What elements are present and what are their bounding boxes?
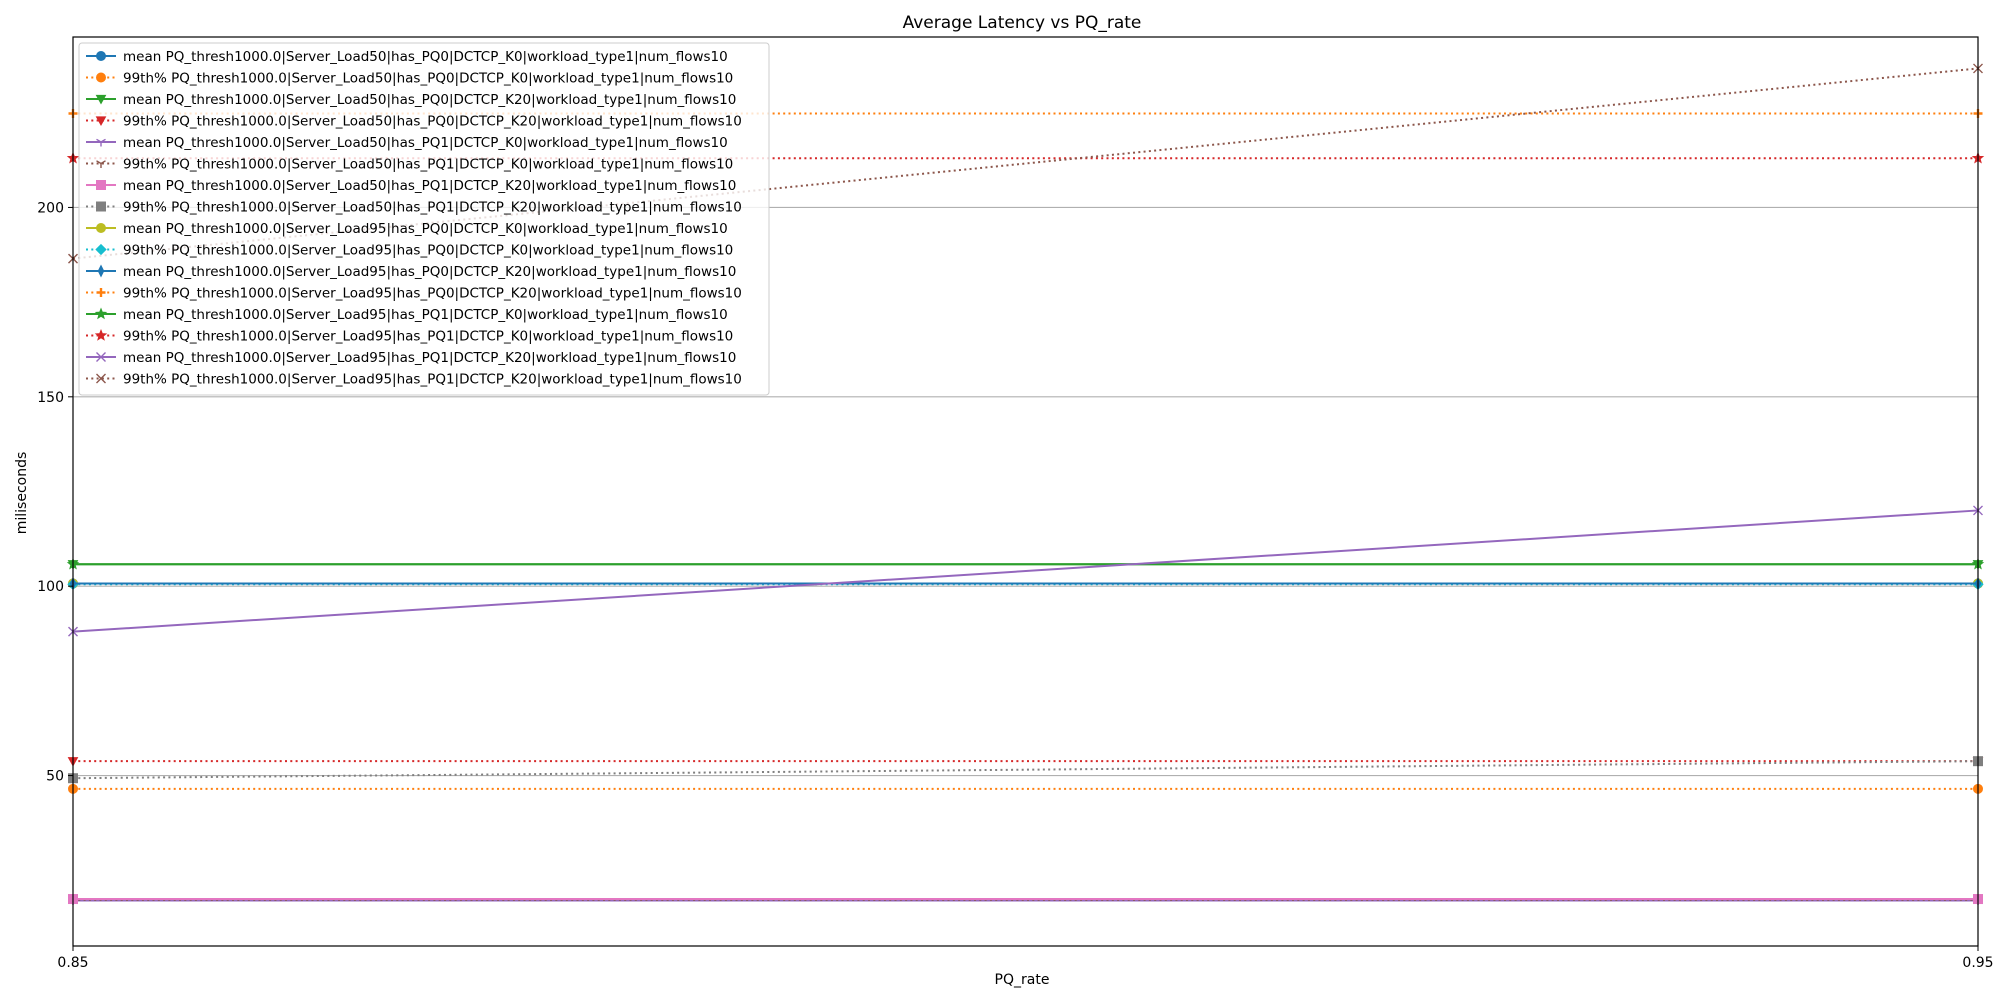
y-axis-label: miliseconds bbox=[14, 452, 30, 535]
chart-title: Average Latency vs PQ_rate bbox=[903, 13, 1142, 33]
legend-label: mean PQ_thresh1000.0|Server_Load50|has_P… bbox=[123, 178, 736, 194]
legend-swatch-marker bbox=[96, 352, 106, 362]
series-line bbox=[72, 509, 1979, 633]
legend: mean PQ_thresh1000.0|Server_Load50|has_P… bbox=[78, 42, 770, 396]
legend-label: mean PQ_thresh1000.0|Server_Load95|has_P… bbox=[123, 221, 728, 237]
legend-box bbox=[78, 42, 770, 396]
legend-entry: mean PQ_thresh1000.0|Server_Load95|has_P… bbox=[86, 350, 736, 366]
legend-entry: 99th% PQ_thresh1000.0|Server_Load95|has_… bbox=[86, 372, 742, 388]
legend-swatch-marker bbox=[96, 180, 106, 190]
x-tick-label: 0.95 bbox=[1962, 955, 1993, 971]
legend-label: 99th% PQ_thresh1000.0|Server_Load50|has_… bbox=[123, 200, 742, 216]
y-tick-label: 50 bbox=[46, 769, 64, 785]
legend-entry: 99th% PQ_thresh1000.0|Server_Load50|has_… bbox=[86, 114, 742, 130]
y-tick-label: 200 bbox=[37, 200, 64, 216]
legend-label: mean PQ_thresh1000.0|Server_Load95|has_P… bbox=[123, 264, 736, 280]
legend-entry: 99th% PQ_thresh1000.0|Server_Load50|has_… bbox=[86, 71, 733, 87]
legend-entry: mean PQ_thresh1000.0|Server_Load95|has_P… bbox=[86, 307, 728, 323]
legend-entry: 99th% PQ_thresh1000.0|Server_Load95|has_… bbox=[86, 329, 733, 345]
plot-area-frame bbox=[72, 36, 1979, 947]
legend-swatch-marker bbox=[96, 72, 106, 83]
legend-entry: 99th% PQ_thresh1000.0|Server_Load95|has_… bbox=[86, 286, 742, 302]
legend-swatch-marker bbox=[94, 307, 108, 320]
y-tick-label: 150 bbox=[37, 390, 64, 406]
x-tick-label: 0.85 bbox=[57, 955, 88, 971]
legend-swatch-marker bbox=[96, 201, 106, 212]
legend-swatch-marker bbox=[96, 223, 106, 233]
legend-entry: mean PQ_thresh1000.0|Server_Load95|has_P… bbox=[86, 221, 728, 237]
y-tick-label: 100 bbox=[37, 579, 64, 595]
x-axis-label: PQ_rate bbox=[995, 972, 1050, 988]
legend-entry: mean PQ_thresh1000.0|Server_Load50|has_P… bbox=[86, 49, 728, 65]
legend-swatch-marker bbox=[95, 94, 107, 105]
legend-label: 99th% PQ_thresh1000.0|Server_Load95|has_… bbox=[123, 286, 742, 302]
legend-label: mean PQ_thresh1000.0|Server_Load50|has_P… bbox=[123, 49, 728, 65]
legend-label: 99th% PQ_thresh1000.0|Server_Load50|has_… bbox=[123, 157, 733, 173]
legend-label: 99th% PQ_thresh1000.0|Server_Load95|has_… bbox=[123, 372, 742, 388]
legend-swatch-marker bbox=[97, 264, 105, 278]
legend-swatch-marker bbox=[96, 160, 106, 168]
legend-entry: mean PQ_thresh1000.0|Server_Load50|has_P… bbox=[86, 135, 728, 151]
legend-label: 99th% PQ_thresh1000.0|Server_Load50|has_… bbox=[123, 71, 733, 87]
legend-swatch-marker bbox=[95, 243, 107, 256]
legend-label: mean PQ_thresh1000.0|Server_Load50|has_P… bbox=[123, 92, 736, 108]
legend-label: 99th% PQ_thresh1000.0|Server_Load95|has_… bbox=[123, 329, 733, 345]
legend-entry: mean PQ_thresh1000.0|Server_Load95|has_P… bbox=[86, 264, 736, 280]
axes: 50 100 150 200 0.85 0.95 bbox=[37, 200, 1993, 971]
legend-entry: 99th% PQ_thresh1000.0|Server_Load95|has_… bbox=[86, 243, 733, 259]
legend-entry: 99th% PQ_thresh1000.0|Server_Load50|has_… bbox=[86, 157, 733, 173]
legend-label: mean PQ_thresh1000.0|Server_Load95|has_P… bbox=[123, 350, 736, 366]
legend-swatch-marker bbox=[96, 138, 106, 147]
legend-swatch-marker bbox=[96, 288, 106, 297]
legend-swatch-marker bbox=[96, 373, 106, 384]
legend-label: 99th% PQ_thresh1000.0|Server_Load50|has_… bbox=[123, 114, 742, 130]
legend-label: mean PQ_thresh1000.0|Server_Load50|has_P… bbox=[123, 135, 728, 151]
legend-label: mean PQ_thresh1000.0|Server_Load95|has_P… bbox=[123, 307, 728, 323]
legend-swatch-marker bbox=[96, 51, 106, 61]
legend-swatch-marker bbox=[95, 116, 107, 127]
legend-swatch-marker bbox=[94, 328, 108, 341]
legend-entry: mean PQ_thresh1000.0|Server_Load50|has_P… bbox=[86, 178, 736, 194]
legend-label: 99th% PQ_thresh1000.0|Server_Load95|has_… bbox=[123, 243, 733, 259]
legend-entry: 99th% PQ_thresh1000.0|Server_Load50|has_… bbox=[86, 200, 742, 216]
legend-entry: mean PQ_thresh1000.0|Server_Load50|has_P… bbox=[86, 92, 736, 108]
